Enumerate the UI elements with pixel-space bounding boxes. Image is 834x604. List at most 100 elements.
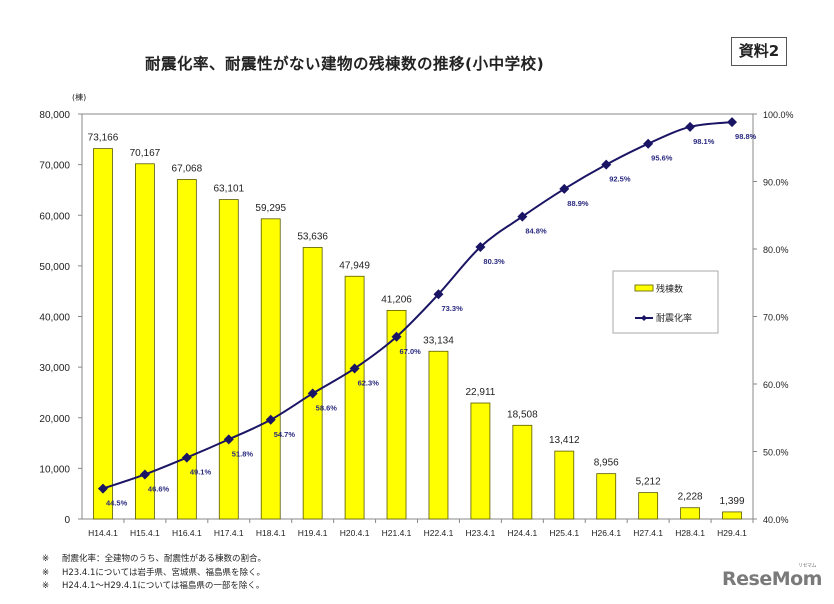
legend-bar-swatch — [634, 284, 654, 292]
bar — [428, 350, 449, 520]
bar — [470, 402, 491, 520]
line-marker — [391, 331, 402, 342]
y-left-tick-label: 0 — [64, 515, 70, 526]
x-tick-label: H20.4.1 — [340, 528, 370, 538]
bar — [680, 507, 700, 520]
bar-value-label: 73,166 — [88, 133, 119, 144]
y-left-tick-label: 10,000 — [39, 464, 70, 475]
x-tick-label: H29.4.1 — [717, 528, 747, 538]
bar — [218, 199, 239, 520]
legend-line-marker — [641, 315, 647, 321]
footnotes: ※ 耐震化率：全建物のうち、耐震性がある棟数の割合。 ※ H23.4.1については岩… — [42, 553, 266, 594]
bar-value-label: 59,295 — [255, 203, 286, 214]
y-right-tick-label: 100.0% — [763, 110, 794, 120]
note-mark: ※ — [42, 567, 50, 578]
line-value-label: 80.3% — [483, 257, 505, 266]
y-right-tick-label: 80.0% — [763, 245, 789, 255]
line-value-label: 58.6% — [316, 403, 338, 412]
line-value-label: 51.8% — [232, 449, 254, 458]
bar-series — [93, 148, 742, 520]
line-value-label: 88.9% — [567, 199, 589, 208]
line-value-label: 54.7% — [274, 430, 296, 439]
line-value-label: 49.1% — [190, 468, 212, 477]
bar — [344, 275, 365, 520]
bar — [638, 492, 659, 520]
x-tick-label: H28.4.1 — [675, 528, 705, 538]
y-left-axis-label: (棟) — [72, 92, 86, 102]
x-tick-label: H25.4.1 — [549, 528, 579, 538]
bar-value-label: 41,206 — [381, 294, 412, 305]
y-left-tick-label: 80,000 — [39, 110, 70, 121]
y-left-tick-label: 70,000 — [39, 161, 70, 172]
bar-value-label: 47,949 — [339, 260, 370, 271]
bar-value-label: 2,228 — [678, 492, 703, 503]
line-marker — [433, 289, 444, 300]
line-marker — [265, 414, 276, 425]
bar — [302, 247, 323, 520]
line-marker — [223, 434, 234, 445]
note-text: H24.4.1～H29.4.1については福島県の一部を除く。 — [62, 581, 265, 591]
note-text: H23.4.1については岩手県、宮城県、福島県を除く。 — [62, 567, 266, 578]
line-value-label: 92.5% — [609, 175, 631, 184]
bar-value-label: 33,134 — [423, 335, 454, 346]
x-tick-label: H16.4.1 — [172, 528, 202, 538]
resemom-logo: ReseMom リセマム — [722, 563, 822, 590]
footnote: ※ H23.4.1については岩手県、宮城県、福島県を除く。 — [42, 567, 266, 581]
line-marker — [349, 363, 360, 374]
bar-value-label: 22,911 — [465, 387, 495, 398]
footnote: ※ 耐震化率：全建物のうち、耐震性がある棟数の割合。 — [42, 553, 266, 567]
line-marker — [97, 483, 108, 494]
y-right-tick-label: 70.0% — [763, 313, 789, 323]
line-marker — [643, 138, 654, 149]
legend-box — [612, 270, 719, 334]
logo-kana: リセマム — [797, 563, 817, 569]
line-series — [97, 117, 738, 494]
document-badge: 資料2 — [731, 37, 787, 66]
y-right-tick-label: 50.0% — [763, 448, 789, 458]
line-marker — [181, 452, 192, 463]
bar — [512, 424, 533, 520]
y-left-tick-label: 60,000 — [39, 211, 70, 222]
bar-value-label: 1,399 — [720, 496, 745, 507]
note-mark: ※ — [42, 554, 50, 564]
x-tick-label: H23.4.1 — [466, 528, 496, 538]
logo-text: ReseMom — [722, 568, 822, 590]
line-marker — [517, 211, 528, 222]
legend-label-bars: 残棟数 — [656, 283, 683, 295]
x-tick-label: H22.4.1 — [424, 528, 454, 538]
bar — [176, 179, 197, 520]
y-left-tick-label: 50,000 — [39, 262, 70, 273]
x-tick-label: H14.4.1 — [88, 528, 118, 538]
x-tick-label: H18.4.1 — [256, 528, 286, 538]
y-right-tick-label: 40.0% — [763, 515, 789, 525]
bar-value-label: 70,167 — [130, 148, 161, 159]
line-value-label: 73.3% — [441, 304, 463, 313]
bar-labels: 73,166 70,167 67,068 63,101 59,295 53,636 47,9… — [88, 133, 745, 507]
line-labels: 44.5% 46.6% 49.1% 51.8% 54.7% 58.6% 62.3% 67.0%… — [106, 132, 757, 508]
y-right-tick-label: 60.0% — [763, 380, 789, 390]
x-tick-label: H24.4.1 — [507, 528, 537, 538]
line-value-label: 44.5% — [106, 499, 128, 508]
x-tick-label: H17.4.1 — [214, 528, 244, 538]
line-marker — [475, 241, 486, 252]
bar — [93, 148, 113, 520]
bar — [260, 218, 281, 520]
bar-value-label: 67,068 — [172, 163, 203, 174]
line-value-label: 67.0% — [400, 347, 422, 356]
bar-value-label: 13,412 — [549, 435, 580, 446]
bar — [135, 163, 155, 520]
bar — [596, 473, 617, 520]
bar — [386, 309, 407, 520]
bar-value-label: 8,956 — [594, 458, 619, 469]
note-mark: ※ — [42, 581, 50, 591]
line-marker — [685, 121, 696, 132]
line-value-label: 95.6% — [651, 154, 673, 163]
line-value-label: 98.1% — [693, 137, 715, 146]
chart-title: 耐震化率、耐震性がない建物の残棟数の推移(小中学校) — [145, 55, 545, 73]
axes: 0 10,000 20,000 30,000 40,000 50,000 60,000 70,… — [39, 92, 793, 538]
x-tick-label: H15.4.1 — [130, 528, 160, 538]
line-marker — [727, 117, 738, 128]
footnote: ※ H24.4.1～H29.4.1については福島県の一部を除く。 — [42, 580, 266, 594]
x-tick-label: H21.4.1 — [382, 528, 412, 538]
